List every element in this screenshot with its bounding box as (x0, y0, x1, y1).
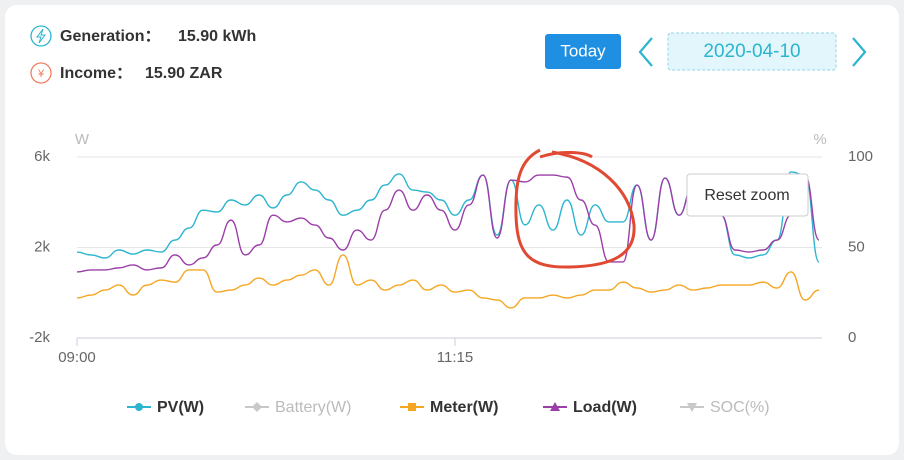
legend-label[interactable]: SOC(%) (710, 399, 770, 416)
generation-label: Generation： (60, 28, 160, 45)
yen: ¥ (37, 68, 45, 80)
bolt (36, 28, 46, 44)
legend-label[interactable]: Battery(W) (275, 399, 351, 416)
card: Generation： 15.90 kWh ¥ Income： 15.90 ZA… (5, 5, 899, 455)
chart: W % -2k 2k 6k 0 50 100 09:00 11:15 PV(W) Battery(W)… (29, 131, 873, 416)
y2-unit: % (813, 131, 826, 148)
y2-tick-label: 100 (848, 148, 873, 165)
legend-label[interactable]: PV(W) (157, 399, 204, 416)
screen: Generation： 15.90 kWh ¥ Income： 15.90 ZA… (29, 25, 873, 416)
series-line (76, 254, 820, 309)
legend-marker (687, 403, 697, 412)
legend-marker (550, 402, 560, 411)
legend-marker (135, 403, 143, 411)
y2-tick-label: 0 (848, 329, 856, 346)
y-tick-label: 2k (34, 238, 50, 255)
reset-zoom-text[interactable]: Reset zoom (704, 187, 789, 204)
income-label: Income： (60, 65, 132, 82)
y2-tick-label: 50 (848, 238, 865, 255)
income-value: 15.90 ZAR (145, 65, 223, 82)
generation-icon (30, 25, 52, 47)
legend-label[interactable]: Meter(W) (430, 399, 498, 416)
red-annotation (514, 148, 636, 269)
next-arrow[interactable] (852, 37, 867, 67)
today-text[interactable]: Today (560, 41, 606, 60)
x-tick-label: 11:15 (437, 349, 473, 366)
prev-arrow[interactable] (638, 37, 653, 67)
today-button[interactable] (545, 34, 621, 69)
x-tick-label: 09:00 (58, 349, 96, 366)
legend-label[interactable]: Load(W) (573, 399, 637, 416)
reset-zoom-button[interactable] (686, 173, 809, 217)
legend-marker (252, 402, 262, 412)
y-unit: W (75, 131, 90, 148)
y-tick-label: -2k (29, 329, 50, 346)
date-box[interactable] (667, 32, 837, 71)
y-tick-label: 6k (34, 148, 50, 165)
income-icon (30, 62, 52, 84)
generation-value: 15.90 kWh (178, 28, 256, 45)
legend-marker (408, 403, 416, 411)
date-text[interactable]: 2020-04-10 (703, 41, 800, 62)
